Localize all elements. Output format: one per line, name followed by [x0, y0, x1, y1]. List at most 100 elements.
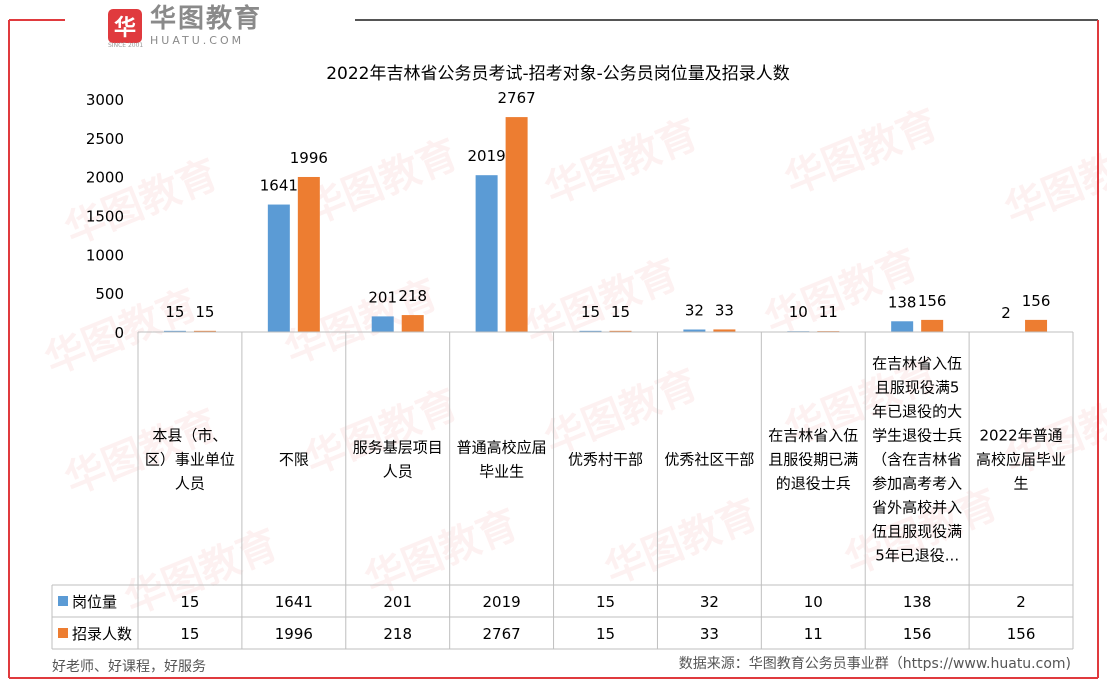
data-label: 15 — [611, 303, 630, 321]
brand-name: 华图教育 — [150, 4, 263, 34]
table-value: 15 — [180, 593, 199, 611]
data-label: 1641 — [260, 177, 298, 195]
x-category-label: 普通高校应届 — [457, 439, 547, 457]
legend-series-name: 岗位量 — [72, 593, 117, 611]
bar-招录人数-3 — [505, 117, 528, 332]
table-value: 2019 — [483, 593, 521, 611]
y-tick-label: 3000 — [86, 91, 124, 109]
data-label: 2 — [1001, 304, 1011, 322]
bar-岗位量-7 — [891, 321, 914, 332]
x-category-label: （含在吉林省 — [872, 451, 962, 469]
brand-logo: 华 华图教育 HUATU.COM SINCE 2001 — [108, 4, 263, 49]
x-category-label: 本县（市、 — [152, 427, 227, 445]
table-value: 2 — [1016, 593, 1026, 611]
bar-招录人数-8 — [1025, 319, 1048, 332]
table-value: 15 — [596, 593, 615, 611]
table-value: 156 — [903, 625, 932, 643]
footer-source: 数据来源：华图教育公务员事业群（https://www.huatu.com) — [678, 656, 1071, 672]
data-label: 2767 — [498, 89, 536, 107]
bar-岗位量-3 — [475, 175, 498, 332]
x-category-label: 毕业生 — [479, 463, 524, 481]
brand-since: SINCE 2001 — [108, 42, 144, 49]
table-value: 138 — [903, 593, 932, 611]
x-category-label: 区）事业单位 — [145, 451, 235, 469]
x-category-label: 服务基层项目 — [353, 439, 443, 457]
y-axis: 0 500 1000 1500 2000 2500 3000 — [86, 91, 124, 342]
bar-岗位量-5 — [683, 329, 706, 332]
x-category-label: 年已退役的大 — [872, 403, 962, 421]
x-category-label: 优秀村干部 — [568, 451, 643, 469]
table-value: 156 — [1007, 625, 1036, 643]
y-tick-label: 2000 — [86, 169, 124, 187]
bar-招录人数-2 — [401, 315, 424, 332]
y-tick-label: 1500 — [86, 208, 124, 226]
x-category-label: 参加高考考入 — [872, 475, 962, 493]
y-tick-label: 2500 — [86, 130, 124, 148]
data-label: 33 — [715, 301, 734, 319]
x-category-label: 生 — [1014, 475, 1029, 493]
table-value: 218 — [383, 625, 412, 643]
table-value: 15 — [180, 625, 199, 643]
y-tick-label: 0 — [114, 324, 124, 342]
x-category-label: 人员 — [175, 475, 205, 493]
table-value: 1996 — [275, 625, 313, 643]
data-label: 11 — [819, 303, 838, 321]
bar-岗位量-0 — [163, 330, 186, 332]
x-category-label: 不限 — [279, 451, 309, 469]
bar-series: 15 1641 201 2019 15 32 10 138 2 15 1996 218 2767 15 33… — [163, 89, 1051, 332]
x-category-label: 5年已退役... — [875, 547, 959, 565]
data-label: 201 — [368, 288, 397, 306]
x-category-label: 且服现役满5 — [875, 379, 960, 397]
bar-招录人数-5 — [713, 329, 736, 332]
logo-mark-icon: 华 — [108, 9, 142, 43]
table-value: 33 — [700, 625, 719, 643]
chart-title: 2022年吉林省公务员考试-招考对象-公务员岗位量及招录人数 — [326, 64, 790, 84]
data-label: 2019 — [468, 147, 506, 165]
table-value: 11 — [804, 625, 823, 643]
x-category-label: 在吉林省入伍 — [768, 427, 858, 445]
y-tick-label: 500 — [95, 285, 124, 303]
data-label: 156 — [1022, 292, 1051, 310]
table-value: 15 — [596, 625, 615, 643]
bar-招录人数-1 — [297, 176, 320, 332]
x-category-label: 省外高校并入 — [872, 499, 962, 517]
data-label: 15 — [165, 303, 184, 321]
x-category-label: 高校应届毕业 — [976, 451, 1066, 469]
data-label: 1996 — [290, 149, 328, 167]
data-label: 15 — [195, 303, 214, 321]
data-label: 138 — [888, 293, 917, 311]
table-value: 201 — [383, 593, 412, 611]
table-value: 10 — [804, 593, 823, 611]
table-value: 32 — [700, 593, 719, 611]
x-category-label: 优秀社区干部 — [664, 451, 754, 469]
legend-series-name: 招录人数 — [72, 625, 132, 643]
footer-slogan: 好老师、好课程，好服务 — [52, 659, 206, 675]
bar-招录人数-7 — [921, 319, 944, 332]
data-label: 156 — [918, 292, 947, 310]
legend-key-icon — [58, 628, 68, 638]
x-category-label: 2022年普通 — [979, 427, 1062, 445]
data-label: 32 — [685, 302, 704, 320]
x-category-label: 伍且服现役满 — [872, 523, 962, 541]
y-tick-label: 1000 — [86, 246, 124, 264]
bar-岗位量-1 — [267, 204, 290, 332]
brand-domain: HUATU.COM — [150, 34, 245, 47]
data-label: 10 — [789, 303, 808, 321]
data-label: 218 — [398, 287, 427, 305]
bar-招录人数-0 — [193, 330, 216, 332]
bar-招录人数-4 — [609, 330, 632, 332]
bar-岗位量-2 — [371, 316, 394, 332]
legend-key-icon — [58, 596, 68, 606]
x-category-label: 的退役士兵 — [776, 475, 851, 493]
x-category-label: 学生退役士兵 — [872, 427, 962, 445]
x-category-label: 人员 — [383, 463, 413, 481]
table-value: 1641 — [275, 593, 313, 611]
x-category-label: 且服役期已满 — [768, 451, 858, 469]
table-value: 2767 — [483, 625, 521, 643]
x-category-label: 在吉林省入伍 — [872, 355, 962, 373]
bar-岗位量-4 — [579, 330, 602, 332]
data-label: 15 — [581, 303, 600, 321]
